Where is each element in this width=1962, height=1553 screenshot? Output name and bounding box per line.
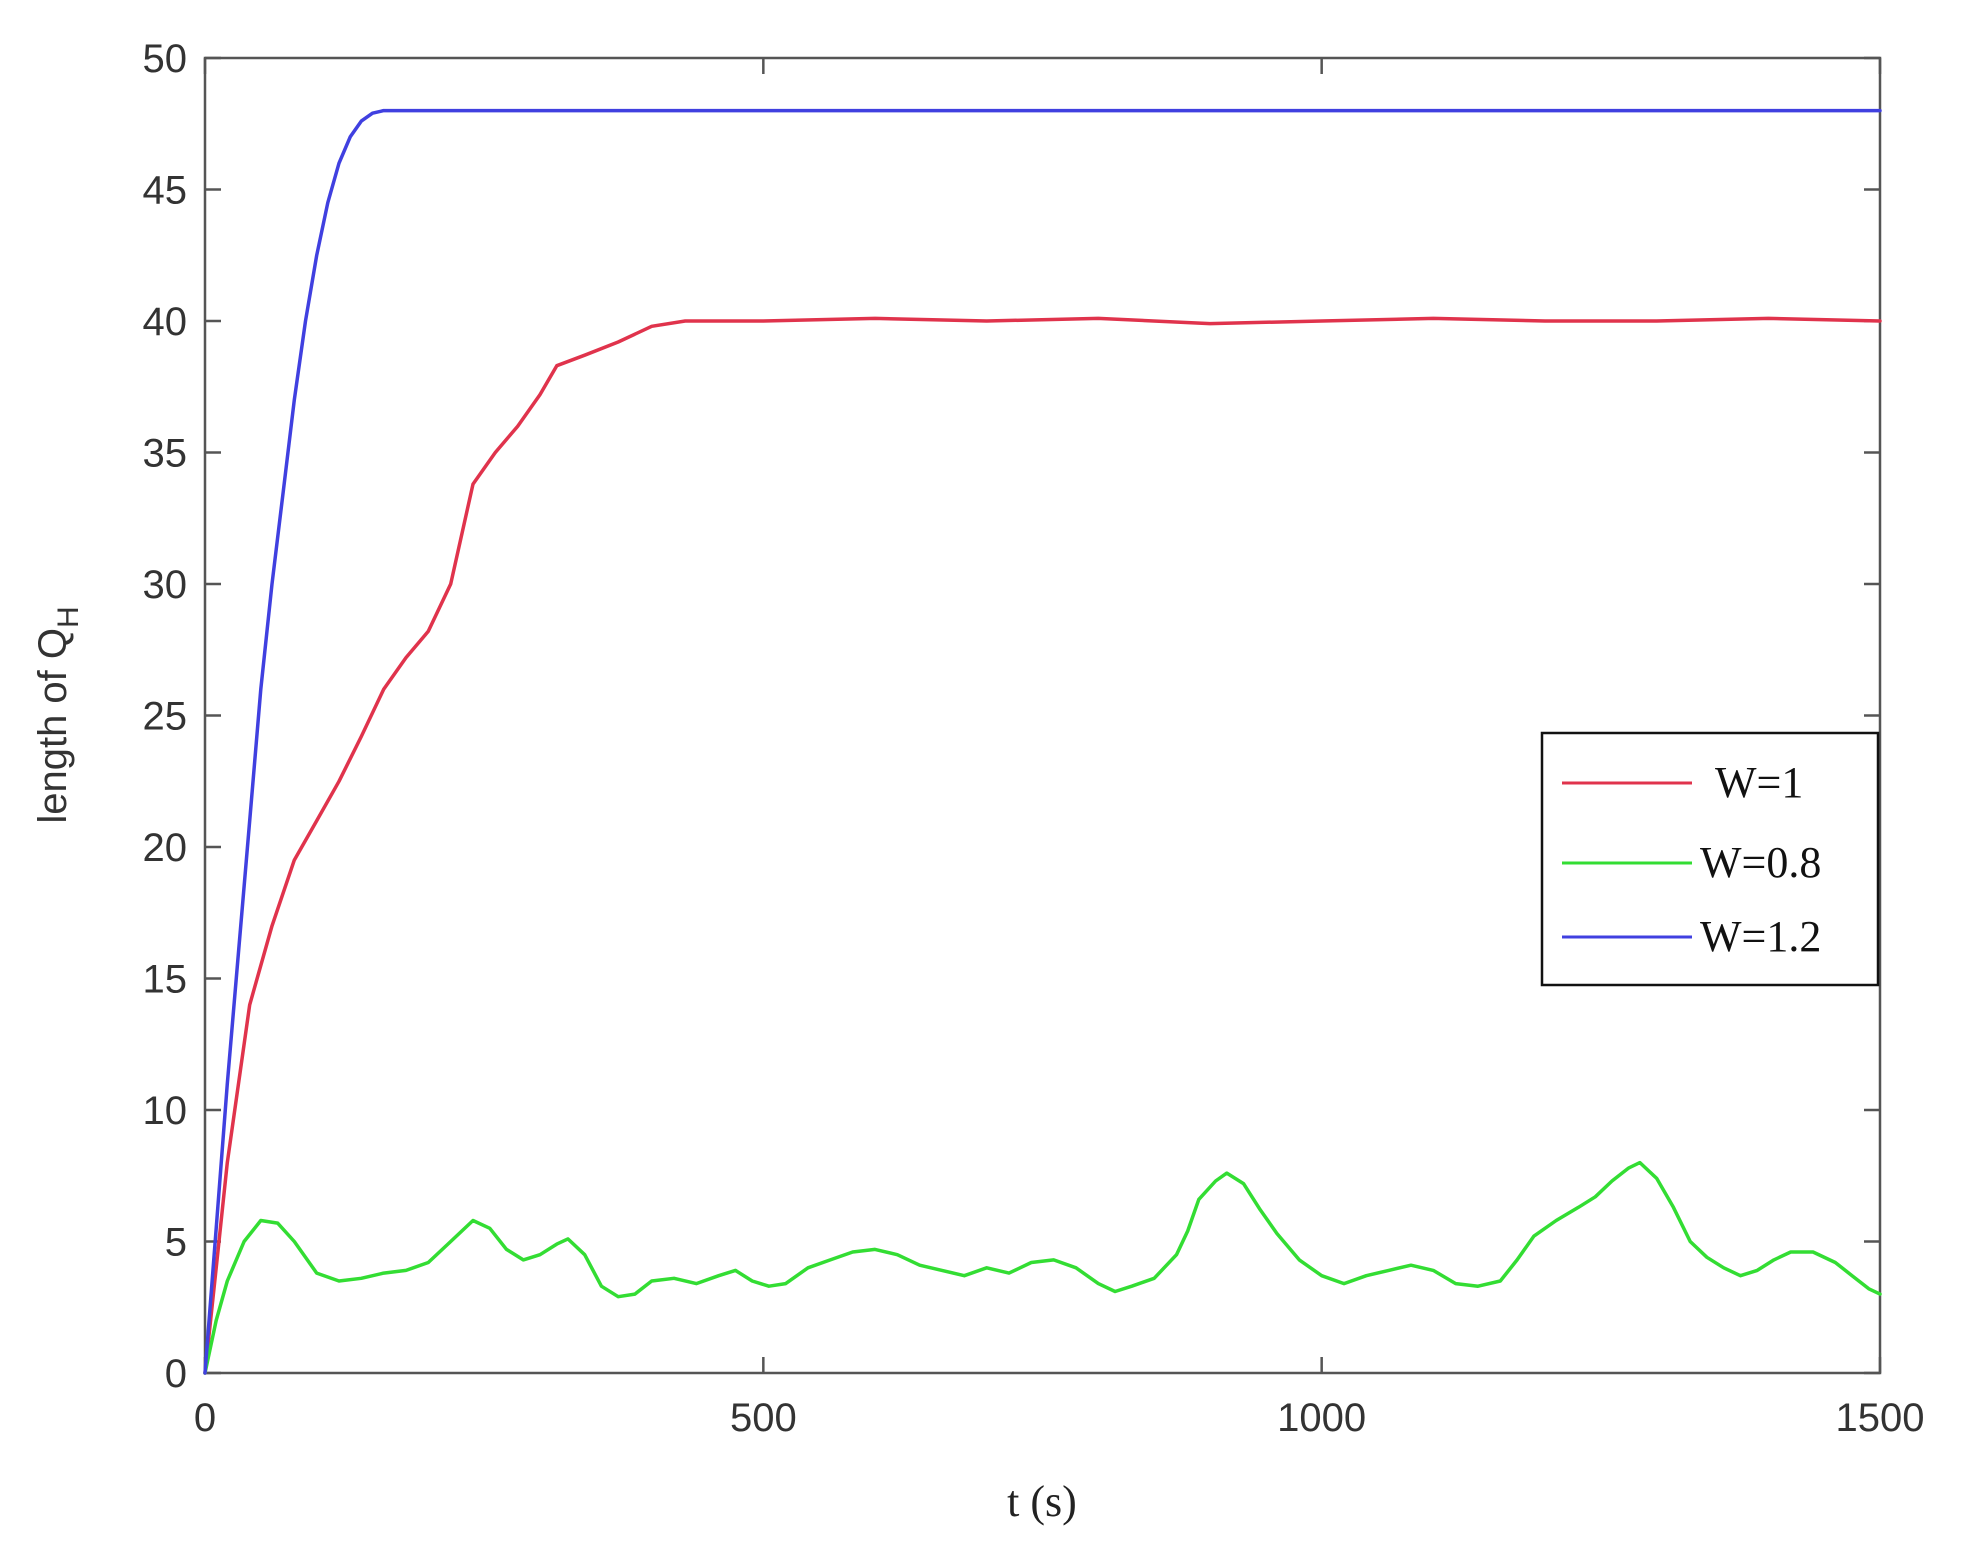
x-tick-label-2: 1000: [1277, 1396, 1366, 1440]
y-tick-label-9: 45: [143, 169, 188, 213]
y-axis-label-main: length of Q: [31, 628, 75, 824]
y-tick-label-10: 50: [143, 37, 188, 81]
plot-area: [203, 56, 1882, 1375]
legend-label-w12: W=1.2: [1700, 912, 1821, 961]
y-tick-label-7: 35: [143, 432, 188, 476]
y-axis-label: length of QH: [31, 606, 85, 823]
series-line-2: [203, 108, 1882, 1375]
series-line-1: [203, 1160, 1882, 1375]
legend: W=1 W=0.8 W=1.2: [1540, 731, 1880, 987]
y-tick-label-8: 40: [143, 300, 188, 344]
y-tick-label-5: 25: [143, 695, 188, 739]
x-tick-label-1: 500: [730, 1396, 797, 1440]
y-tick-label-6: 30: [143, 563, 188, 607]
legend-label-w08: W=0.8: [1700, 838, 1821, 887]
y-tick-label-4: 20: [143, 826, 188, 870]
series-layer: [203, 108, 1882, 1375]
y-tick-label-0: 0: [165, 1352, 187, 1396]
x-tick-label-0: 0: [194, 1396, 216, 1440]
y-tick-label-3: 15: [143, 958, 188, 1002]
x-axis-label: t (s): [1007, 1477, 1077, 1526]
y-tick-label-1: 5: [165, 1221, 187, 1265]
y-axis-label-subscript: H: [52, 606, 85, 628]
y-tick-label-2: 10: [143, 1089, 188, 1133]
series-line-0: [203, 316, 1882, 1375]
legend-box: [1540, 731, 1880, 987]
legend-label-w1: W=1: [1715, 758, 1803, 807]
x-tick-label-3: 1500: [1836, 1396, 1925, 1440]
